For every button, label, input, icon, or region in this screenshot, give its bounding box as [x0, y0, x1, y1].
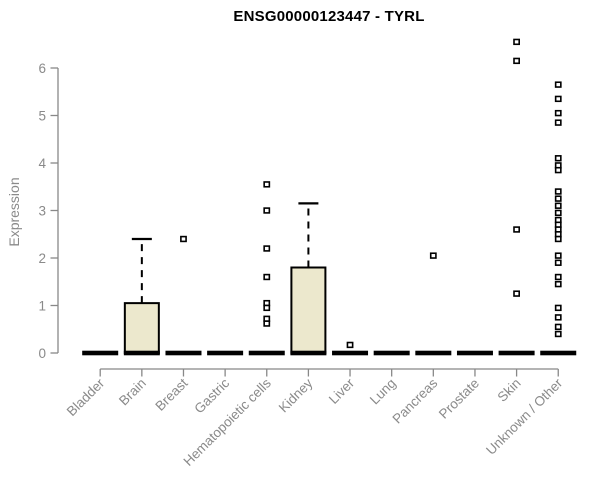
y-tick-label: 3	[38, 203, 46, 218]
outlier-point	[554, 304, 562, 312]
median-bar	[123, 350, 160, 356]
category-label: Gastric	[191, 375, 232, 416]
outlier-point	[554, 273, 562, 281]
outlier-point	[513, 290, 520, 297]
category-label: Lung	[367, 376, 399, 408]
median-bar	[373, 350, 410, 356]
median-bar	[207, 350, 244, 356]
y-tick-label: 5	[38, 108, 46, 123]
outlier-point	[554, 155, 562, 162]
outlier-point	[429, 252, 437, 259]
outlier-point	[554, 280, 562, 288]
median-bar	[290, 350, 327, 356]
category-label: Skin	[495, 376, 524, 405]
outlier-point	[263, 273, 271, 281]
category-label: Unknown / Other	[483, 375, 566, 458]
outlier-point	[554, 109, 562, 117]
y-tick-label: 0	[38, 346, 46, 361]
outlier-point	[513, 226, 520, 233]
outlier-point	[180, 235, 187, 243]
category-label: Liver	[326, 375, 358, 407]
outlier-point	[513, 57, 520, 65]
outlier-point	[554, 81, 562, 88]
outlier-point	[554, 314, 562, 321]
median-bar	[415, 350, 452, 356]
y-axis-title: Expression	[6, 177, 22, 247]
median-bar	[332, 350, 369, 356]
outlier-point	[263, 245, 271, 252]
outlier-point	[554, 166, 562, 174]
y-tick-label: 2	[38, 251, 46, 266]
y-tick-label: 4	[38, 156, 46, 171]
median-bar	[498, 350, 535, 356]
outlier-point	[554, 235, 562, 243]
category-label: Kidney	[276, 375, 316, 415]
outlier-point	[513, 38, 520, 46]
outlier-point	[263, 207, 271, 214]
chart-title: ENSG00000123447 - TYRL	[233, 8, 425, 25]
outlier-point	[554, 195, 562, 202]
outlier-point	[554, 188, 562, 195]
outlier-point	[263, 181, 271, 188]
category-label: Pancreas	[389, 375, 440, 426]
box	[123, 302, 160, 354]
category-label: Brain	[116, 376, 149, 409]
outlier-point	[554, 330, 562, 338]
median-bar	[165, 350, 202, 356]
outlier-point	[554, 259, 562, 266]
median-bar	[540, 350, 577, 356]
median-bar	[248, 350, 285, 356]
category-label: Bladder	[64, 375, 108, 419]
outlier-point	[554, 323, 562, 331]
box	[290, 266, 327, 354]
outlier-point	[263, 304, 271, 312]
outlier-point	[554, 95, 562, 103]
category-label: Breast	[152, 375, 190, 413]
outlier-point	[554, 209, 562, 217]
outlier-point	[554, 252, 562, 259]
outlier-point	[263, 320, 271, 327]
category-label: Prostate	[436, 376, 482, 422]
outlier-point	[554, 119, 562, 126]
outlier-point	[554, 202, 562, 209]
y-tick-label: 1	[38, 298, 46, 313]
median-bar	[456, 350, 493, 356]
median-bar	[82, 350, 119, 356]
y-tick-label: 6	[38, 61, 46, 76]
outlier-point	[346, 341, 354, 349]
